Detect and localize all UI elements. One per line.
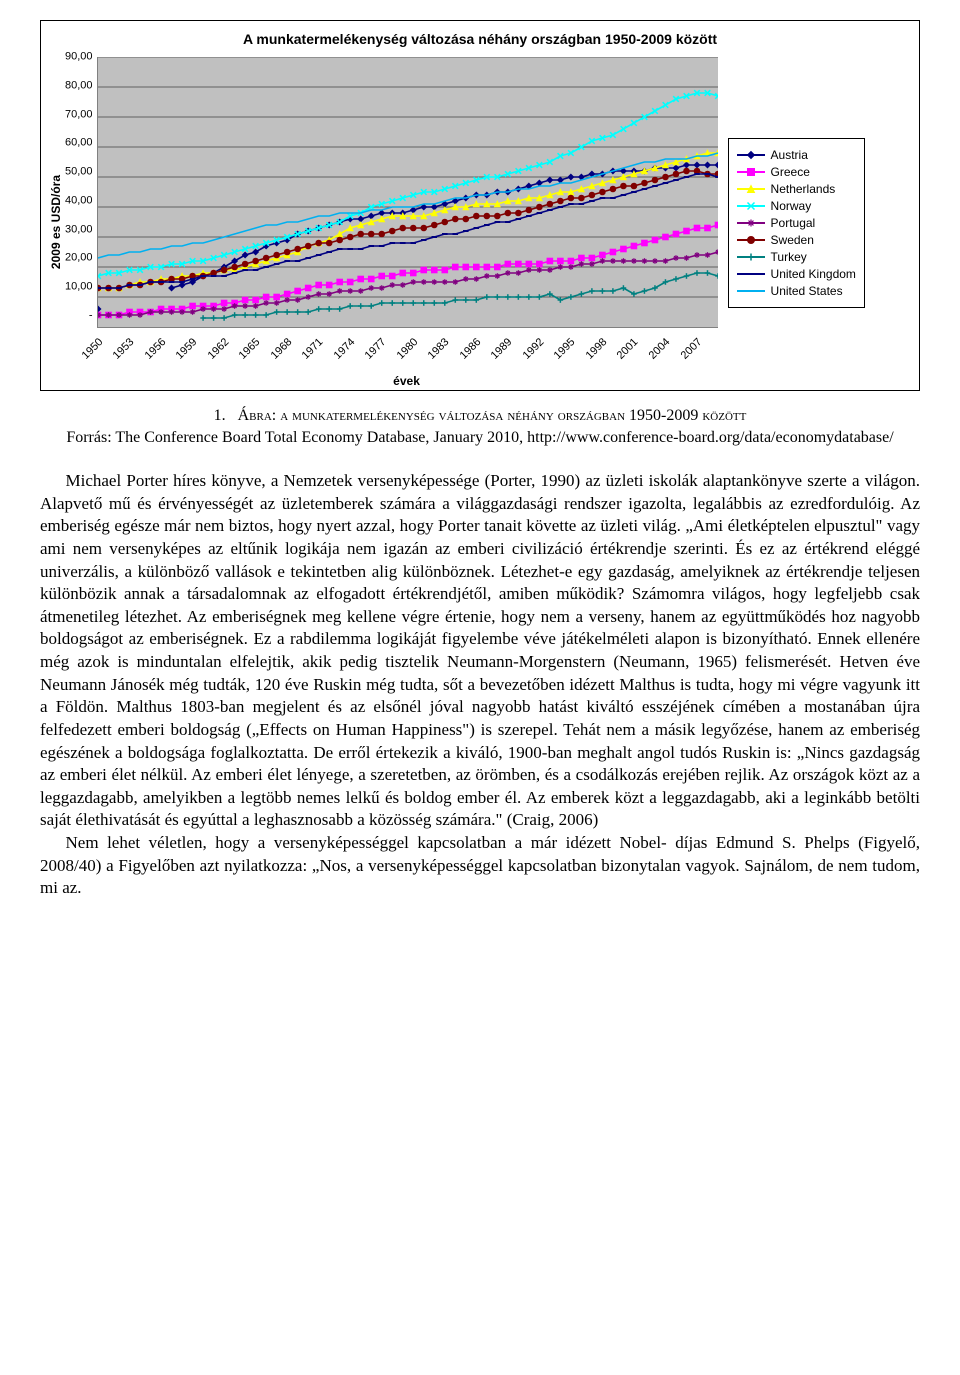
legend-swatch bbox=[737, 233, 765, 247]
x-tick: 1971 bbox=[300, 336, 326, 362]
legend-swatch bbox=[737, 216, 765, 230]
x-axis-label: évek bbox=[97, 374, 717, 388]
x-tick: 2007 bbox=[678, 336, 704, 362]
y-tick: 80,00 bbox=[65, 80, 93, 91]
caption-line1a: Ábra: a munkatermelékenység változása né… bbox=[238, 407, 629, 424]
legend-label: United Kingdom bbox=[771, 267, 856, 281]
x-tick: 1965 bbox=[237, 336, 263, 362]
legend-swatch bbox=[737, 199, 765, 213]
x-tick: 1953 bbox=[111, 336, 137, 362]
chart-title: A munkatermelékenység változása néhány o… bbox=[47, 31, 913, 47]
legend-item: United Kingdom bbox=[737, 267, 856, 281]
x-tick: 1995 bbox=[552, 336, 578, 362]
y-tick: 60,00 bbox=[65, 138, 93, 149]
y-axis-label: 2009 es USD/óra bbox=[47, 175, 65, 269]
legend-item: Portugal bbox=[737, 216, 856, 230]
paragraph-1: Michael Porter híres könyve, a Nemzetek … bbox=[40, 470, 920, 832]
legend-item: Turkey bbox=[737, 250, 856, 264]
x-tick: 1950 bbox=[79, 336, 105, 362]
caption-number: 1. bbox=[214, 407, 226, 424]
y-tick: 10,00 bbox=[65, 282, 93, 293]
y-tick: - bbox=[65, 310, 93, 321]
y-tick: 40,00 bbox=[65, 195, 93, 206]
legend-label: Austria bbox=[771, 148, 808, 162]
legend-label: Greece bbox=[771, 165, 810, 179]
legend-swatch bbox=[737, 250, 765, 264]
x-tick: 1998 bbox=[584, 336, 610, 362]
y-tick: 30,00 bbox=[65, 224, 93, 235]
x-tick: 1956 bbox=[142, 336, 168, 362]
plot-area bbox=[97, 57, 718, 328]
legend-item: Netherlands bbox=[737, 182, 856, 196]
y-axis-ticks: 90,0080,0070,0060,0050,0040,0030,0020,00… bbox=[65, 57, 97, 327]
x-tick: 1992 bbox=[521, 336, 547, 362]
legend-swatch bbox=[737, 148, 765, 162]
legend-swatch bbox=[737, 165, 765, 179]
x-tick: 1974 bbox=[331, 336, 357, 362]
x-tick: 1968 bbox=[268, 336, 294, 362]
legend-item: Sweden bbox=[737, 233, 856, 247]
paragraph-2: Nem lehet véletlen, hogy a versenyképess… bbox=[40, 832, 920, 900]
y-tick: 90,00 bbox=[65, 52, 93, 63]
y-tick: 20,00 bbox=[65, 253, 93, 264]
page: A munkatermelékenység változása néhány o… bbox=[0, 0, 960, 940]
legend-item: United States bbox=[737, 284, 856, 298]
x-tick: 1980 bbox=[394, 336, 420, 362]
legend: Austria Greece Netherlands Norway Portugal Sw… bbox=[728, 138, 865, 308]
legend-label: Portugal bbox=[771, 216, 816, 230]
figure-caption: 1. Ábra: a munkatermelékenység változása… bbox=[40, 405, 920, 448]
caption-line2: Forrás: The Conference Board Total Econo… bbox=[66, 429, 893, 446]
legend-item: Austria bbox=[737, 148, 856, 162]
legend-label: Norway bbox=[771, 199, 812, 213]
x-tick: 2001 bbox=[615, 336, 641, 362]
x-axis-ticks: 1950195319561959196219651968197119741977… bbox=[97, 328, 717, 372]
x-tick: 1977 bbox=[363, 336, 389, 362]
y-tick: 50,00 bbox=[65, 167, 93, 178]
y-tick: 70,00 bbox=[65, 109, 93, 120]
legend-label: Sweden bbox=[771, 233, 814, 247]
chart-body: 2009 es USD/óra 90,0080,0070,0060,0050,0… bbox=[47, 57, 913, 388]
body-text: Michael Porter híres könyve, a Nemzetek … bbox=[40, 470, 920, 900]
x-tick: 2004 bbox=[647, 336, 673, 362]
x-tick: 1989 bbox=[489, 336, 515, 362]
caption-plain1: 1950-2009 bbox=[629, 407, 702, 424]
x-tick: 1986 bbox=[458, 336, 484, 362]
x-tick: 1959 bbox=[174, 336, 200, 362]
chart-frame: A munkatermelékenység változása néhány o… bbox=[40, 20, 920, 391]
legend-label: United States bbox=[771, 284, 843, 298]
legend-label: Turkey bbox=[771, 250, 807, 264]
legend-item: Norway bbox=[737, 199, 856, 213]
legend-swatch bbox=[737, 284, 765, 298]
legend-swatch bbox=[737, 182, 765, 196]
legend-item: Greece bbox=[737, 165, 856, 179]
legend-swatch bbox=[737, 267, 765, 281]
x-tick: 1983 bbox=[426, 336, 452, 362]
caption-line1b: között bbox=[702, 407, 746, 424]
x-tick: 1962 bbox=[205, 336, 231, 362]
legend-label: Netherlands bbox=[771, 182, 836, 196]
